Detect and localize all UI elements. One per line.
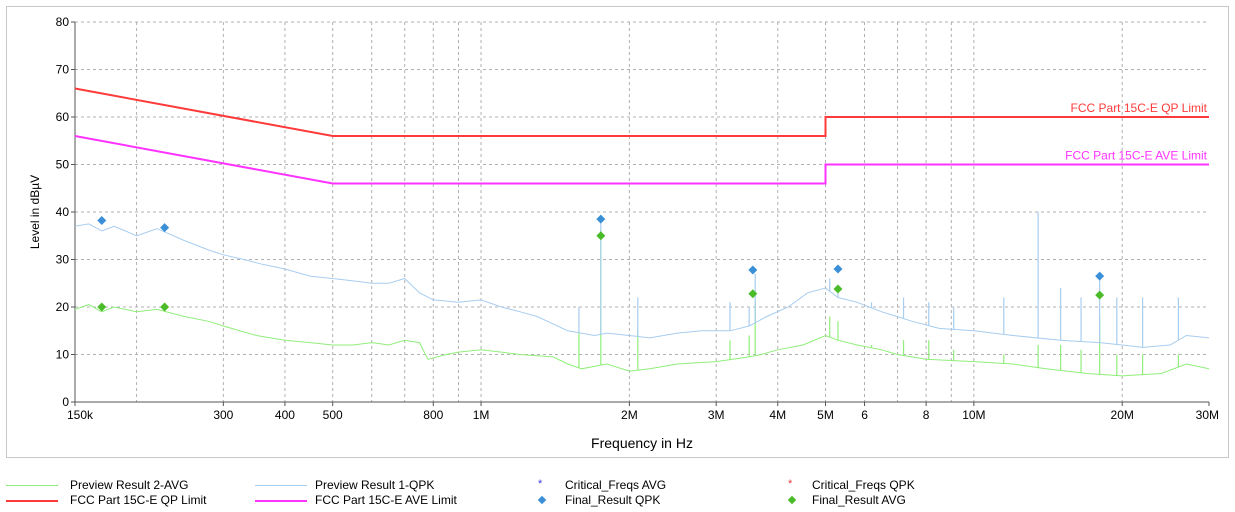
marker-final-result-avg — [748, 289, 758, 299]
legend: Preview Result 2-AVG Preview Result 1-QPK… — [0, 478, 1235, 512]
y-tick-label: 40 — [56, 205, 70, 219]
x-tick-label: 150k — [67, 408, 94, 422]
x-tick-label: 800 — [423, 408, 443, 422]
y-tick-label: 10 — [56, 348, 70, 362]
x-tick-label: 500 — [323, 408, 343, 422]
legend-swatch — [787, 495, 797, 505]
x-tick-label: 300 — [213, 408, 233, 422]
legend-label: Critical_Freqs AVG — [565, 478, 667, 492]
legend-swatch — [255, 485, 307, 486]
limit-fcc-part-15c-e-qp-limit — [74, 87, 1209, 137]
legend-label: Preview Result 2-AVG — [70, 478, 189, 492]
y-axis-label: Level in dBµV — [28, 175, 42, 249]
legend-swatch — [537, 495, 547, 505]
x-tick-label: 4M — [769, 408, 786, 422]
marker-final-result-qpk — [160, 223, 170, 233]
legend-swatch — [255, 500, 307, 502]
limit-label: FCC Part 15C-E QP Limit — [1071, 101, 1208, 115]
chart-frame: 0 10 20 30 40 50 60 70 80 150k 300 400 500 800 1M 2M 3M 4… — [6, 6, 1229, 458]
legend-label: Final_Result QPK — [565, 493, 661, 507]
y-tick-label: 50 — [56, 158, 70, 172]
marker-final-result-qpk — [748, 265, 758, 275]
marker-final-result-avg — [1095, 290, 1105, 300]
marker-final-result-qpk — [97, 216, 107, 226]
marker-final-result-avg — [97, 302, 107, 312]
x-tick-label: 8 — [923, 408, 930, 422]
y-tick-label: 20 — [56, 300, 70, 314]
y-tick-label: 80 — [56, 15, 70, 29]
x-axis-label: Frequency in Hz — [591, 435, 693, 451]
legend-label: Preview Result 1-QPK — [315, 478, 435, 492]
marker-final-result-avg — [596, 231, 606, 241]
x-tick-label: 1M — [473, 408, 490, 422]
legend-swatch: * — [538, 478, 543, 490]
legend-label: Final_Result AVG — [812, 493, 906, 507]
y-tick-label: 60 — [56, 110, 70, 124]
emission-chart: 0 10 20 30 40 50 60 70 80 150k 300 400 500 800 1M 2M 3M 4… — [28, 15, 1219, 451]
x-tick-label: 5M — [817, 408, 834, 422]
marker-final-result-avg — [160, 302, 170, 312]
x-tick-label: 400 — [275, 408, 295, 422]
marker-final-result-qpk — [833, 264, 843, 274]
x-tick-label: 30M — [1196, 408, 1219, 422]
grid-lines — [75, 21, 1209, 402]
legend-swatch: * — [788, 478, 793, 490]
x-tick-label: 3M — [708, 408, 725, 422]
limit-fcc-part-15c-e-ave-limit — [74, 135, 1209, 185]
series-preview-result-1-qpk — [74, 223, 1210, 348]
marker-final-result-qpk — [1095, 271, 1105, 281]
legend-label: FCC Part 15C-E AVE Limit — [315, 493, 457, 507]
legend-swatch — [6, 500, 58, 502]
x-tick-label: 6 — [861, 408, 868, 422]
y-tick-label: 0 — [62, 395, 69, 409]
marker-final-result-qpk — [596, 214, 606, 224]
x-tick-label: 10M — [962, 408, 985, 422]
marker-final-result-avg — [833, 284, 843, 294]
limit-label: FCC Part 15C-E AVE Limit — [1065, 149, 1207, 163]
y-tick-label: 30 — [56, 253, 70, 267]
legend-label: FCC Part 15C-E QP Limit — [70, 493, 207, 507]
x-tick-label: 2M — [621, 408, 638, 422]
series-preview-result-2-avg — [74, 304, 1210, 377]
legend-swatch — [6, 485, 58, 486]
legend-label: Critical_Freqs QPK — [812, 478, 915, 492]
y-tick-label: 70 — [56, 63, 70, 77]
x-tick-label: 20M — [1111, 408, 1134, 422]
